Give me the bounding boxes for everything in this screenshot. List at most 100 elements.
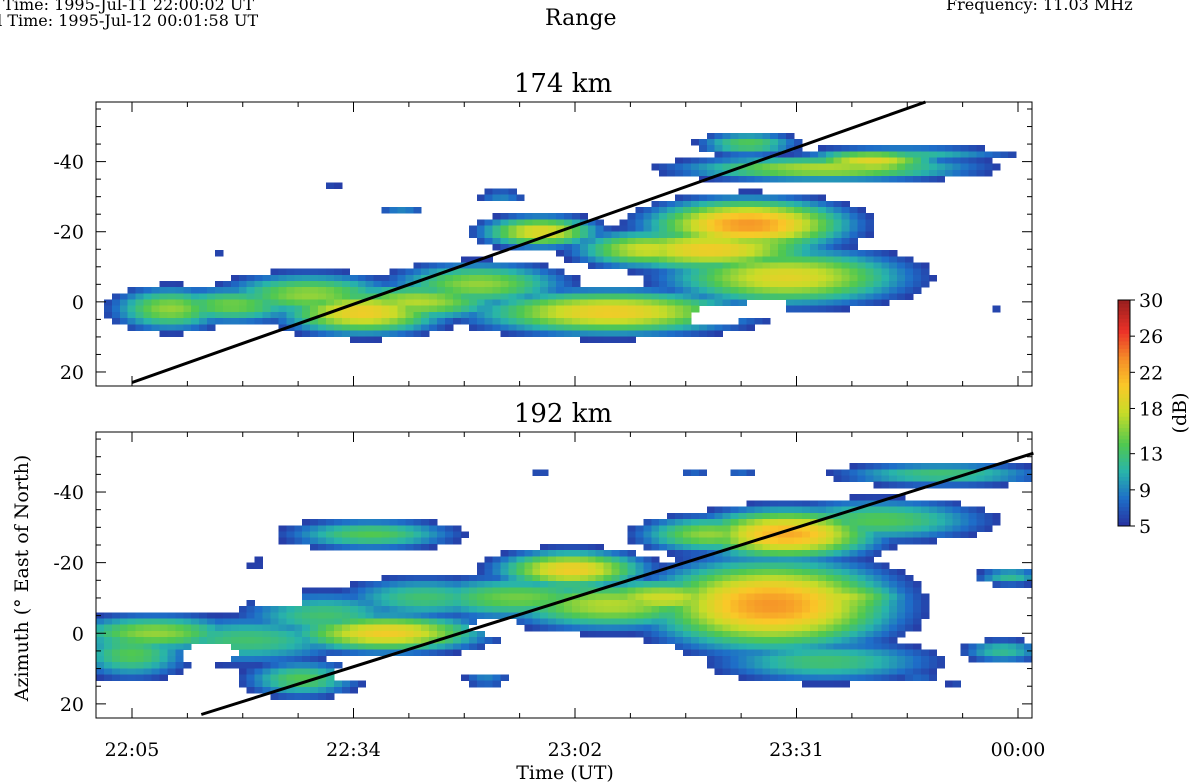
heatmap-cell xyxy=(437,643,446,651)
heatmap-cell xyxy=(809,169,819,177)
heatmap-cell xyxy=(468,599,478,607)
heatmap-cell xyxy=(286,305,295,313)
heatmap-cell xyxy=(254,556,263,563)
heatmap-cell xyxy=(548,268,557,276)
heatmap-cell xyxy=(849,287,858,294)
heatmap-cell xyxy=(595,287,605,294)
heatmap-cell xyxy=(714,293,724,300)
heatmap-cell xyxy=(873,293,882,300)
heatmap-cell xyxy=(167,281,176,288)
heatmap-cell xyxy=(111,299,121,307)
heatmap-cell xyxy=(714,543,724,551)
heatmap-cell xyxy=(492,219,501,226)
heatmap-cell xyxy=(920,463,930,470)
heatmap-cell xyxy=(659,299,668,307)
heatmap-cell xyxy=(500,674,509,682)
heatmap-cell xyxy=(119,630,129,638)
range-label: Range xyxy=(545,6,617,31)
heatmap-cell xyxy=(706,324,716,331)
heatmap-cell xyxy=(111,293,121,300)
heatmap-cell xyxy=(738,618,747,626)
heatmap-cell xyxy=(801,274,811,282)
heatmap-cell xyxy=(270,318,279,325)
heatmap-cell xyxy=(809,575,819,582)
heatmap-cell xyxy=(635,556,644,563)
heatmap-cell xyxy=(548,562,557,570)
heatmap-cell xyxy=(643,587,652,595)
heatmap-cell xyxy=(841,531,850,539)
heatmap-cell xyxy=(706,606,716,613)
heatmap-cell xyxy=(746,668,755,675)
heatmap-cell xyxy=(714,637,724,644)
colorbar-segment xyxy=(1118,458,1130,463)
heatmap-cell xyxy=(825,562,835,570)
heatmap-cell xyxy=(103,299,113,307)
heatmap-cell xyxy=(183,612,192,619)
heatmap-cell xyxy=(690,194,700,202)
heatmap-cell xyxy=(651,262,660,270)
heatmap-cell xyxy=(159,305,168,313)
heatmap-cell xyxy=(730,469,739,476)
heatmap-cell xyxy=(794,612,803,619)
heatmap-cell xyxy=(738,237,747,245)
heatmap-cell xyxy=(722,132,731,140)
heatmap-cell xyxy=(532,219,541,226)
heatmap-cell xyxy=(913,281,922,288)
heatmap-cell xyxy=(556,593,565,601)
heatmap-cell xyxy=(318,693,327,700)
heatmap-cell xyxy=(326,680,335,688)
colorbar-segment xyxy=(1118,510,1130,516)
heatmap-cell xyxy=(341,599,351,607)
heatmap-cell xyxy=(865,463,874,470)
heatmap-cell xyxy=(730,556,739,563)
heatmap-cell xyxy=(968,655,977,663)
heatmap-cell xyxy=(603,575,612,582)
heatmap-cell xyxy=(508,281,517,288)
heatmap-cell xyxy=(833,662,843,669)
heatmap-cell xyxy=(881,463,890,470)
heatmap-cell xyxy=(675,593,684,601)
heatmap-cell xyxy=(833,593,843,601)
heatmap-cell xyxy=(318,686,327,694)
heatmap-cell xyxy=(651,637,660,644)
heatmap-cell xyxy=(611,593,620,601)
heatmap-cell xyxy=(865,562,874,570)
heatmap-cell xyxy=(889,250,898,257)
heatmap-cell xyxy=(326,293,335,300)
heatmap-cell xyxy=(500,318,509,325)
heatmap-cell xyxy=(738,231,747,239)
heatmap-cell xyxy=(167,311,176,319)
heatmap-cell xyxy=(833,506,843,514)
heatmap-cell xyxy=(230,630,240,638)
heatmap-cell xyxy=(103,618,113,626)
heatmap-cell xyxy=(643,556,652,563)
heatmap-cell xyxy=(722,287,731,294)
heatmap-cell xyxy=(714,157,724,165)
heatmap-cell xyxy=(389,618,398,626)
heatmap-cell xyxy=(484,256,494,263)
heatmap-cell xyxy=(635,624,644,632)
heatmap-cell xyxy=(873,256,882,263)
heatmap-cell xyxy=(405,311,414,319)
heatmap-cell xyxy=(294,674,303,682)
heatmap-cell xyxy=(651,256,660,263)
heatmap-cell xyxy=(794,151,803,158)
heatmap-cell xyxy=(246,311,256,319)
heatmap-cell xyxy=(857,662,866,669)
heatmap-cell xyxy=(841,157,850,165)
heatmap-cell xyxy=(722,250,731,257)
heatmap-cell xyxy=(524,318,533,325)
heatmap-cell xyxy=(373,587,382,595)
heatmap-cell xyxy=(690,624,700,632)
heatmap-cell xyxy=(643,612,652,619)
heatmap-cell xyxy=(143,311,152,319)
colorbar-tick-label: 13 xyxy=(1139,444,1163,466)
heatmap-cell xyxy=(690,231,700,239)
heatmap-cell xyxy=(508,330,517,337)
heatmap-cell xyxy=(778,281,787,288)
heatmap-cell xyxy=(333,643,343,651)
heatmap-cell xyxy=(762,132,771,140)
heatmap-cell xyxy=(310,693,319,700)
heatmap-cell xyxy=(675,575,684,582)
heatmap-cell xyxy=(508,219,517,226)
